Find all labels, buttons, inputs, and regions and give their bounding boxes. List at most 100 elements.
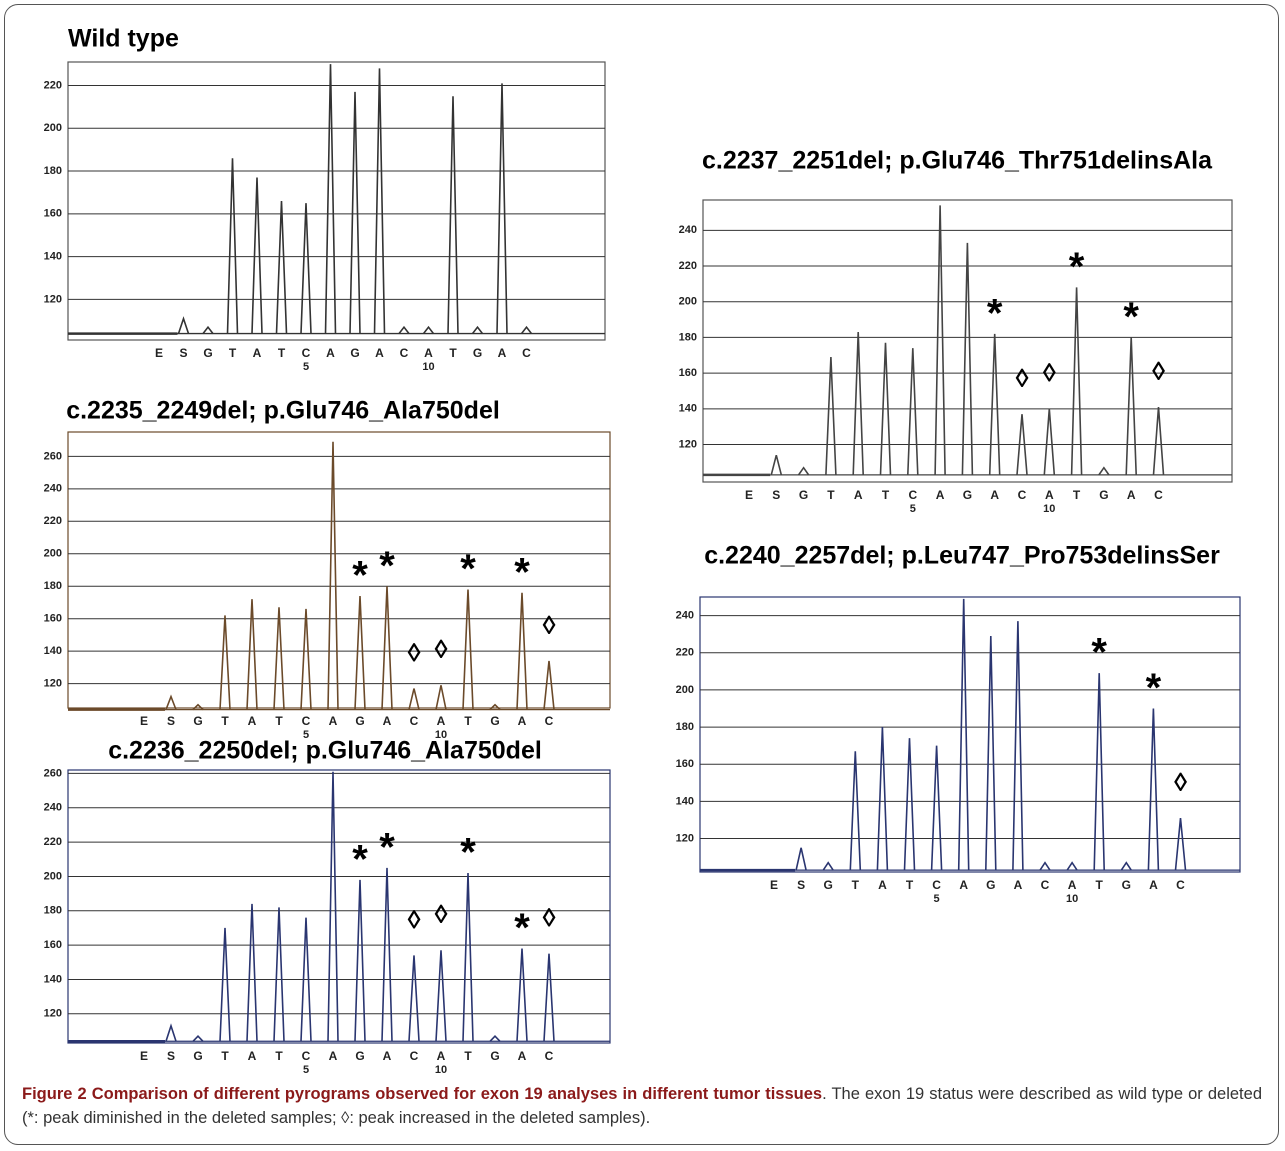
peak-mark: ◊	[408, 904, 421, 934]
peak	[961, 242, 974, 475]
peak	[381, 867, 393, 1042]
category-label: E	[140, 714, 148, 728]
peak	[795, 847, 807, 871]
category-label: A	[329, 1049, 338, 1063]
y-tick-label: 120	[679, 438, 697, 450]
category-label: A	[1014, 878, 1023, 892]
category-label: T	[906, 878, 914, 892]
category-label: C	[522, 346, 531, 360]
peak	[435, 685, 447, 710]
y-tick-label: 220	[676, 647, 694, 659]
peak	[988, 333, 1001, 475]
peak	[903, 738, 916, 871]
category-label: G	[1122, 878, 1131, 892]
peak-mark: ◊	[543, 610, 556, 640]
y-tick-label: 160	[679, 367, 697, 379]
peak	[192, 703, 204, 711]
y-tick-label: 160	[44, 208, 62, 220]
category-label: E	[155, 346, 163, 360]
category-label: S	[167, 1049, 175, 1063]
peak	[177, 316, 190, 334]
position-label: 5	[303, 361, 309, 373]
plot-frame	[699, 596, 1241, 873]
y-tick-label: 180	[679, 331, 697, 343]
category-label: S	[179, 346, 187, 360]
peak	[349, 91, 361, 334]
position-label: 10	[422, 361, 434, 373]
peak	[408, 955, 420, 1042]
y-tick-label: 140	[679, 403, 697, 415]
category-label: A	[383, 714, 392, 728]
peak	[435, 950, 447, 1042]
peak-mark: *	[352, 554, 368, 598]
peak	[246, 903, 258, 1042]
category-label: G	[473, 346, 482, 360]
peak	[462, 589, 474, 710]
category-label: A	[437, 1049, 446, 1063]
caption-label: Figure 2 Comparison of different pyrogra…	[22, 1085, 823, 1103]
peak	[1070, 287, 1083, 475]
y-tick-label: 140	[44, 251, 62, 263]
caption-text: . The exon 19 status were described as w…	[22, 1085, 1262, 1127]
plot-frame	[67, 431, 611, 709]
peak	[1147, 708, 1160, 871]
peak	[876, 727, 889, 871]
peak	[219, 615, 231, 710]
peak	[1152, 406, 1165, 475]
category-label: A	[326, 346, 335, 360]
y-tick-label: 240	[44, 802, 62, 814]
category-label: T	[449, 346, 457, 360]
peak-mark: ◊	[1043, 358, 1056, 388]
peak	[496, 83, 508, 334]
category-label: A	[518, 1049, 527, 1063]
category-label: A	[424, 346, 433, 360]
category-label: G	[490, 714, 499, 728]
category-label: G	[963, 488, 972, 502]
peak	[825, 357, 837, 475]
peak-mark: ◊	[543, 903, 556, 933]
peak	[324, 64, 337, 334]
y-tick-label: 220	[679, 260, 697, 272]
category-label: G	[350, 346, 359, 360]
position-label: 5	[910, 503, 916, 515]
category-label: E	[140, 1049, 148, 1063]
peak	[408, 688, 420, 710]
category-label: C	[400, 346, 409, 360]
peak	[1125, 337, 1137, 475]
category-label: T	[229, 346, 237, 360]
category-label: A	[383, 1049, 392, 1063]
peak	[273, 907, 285, 1042]
peak	[516, 592, 528, 710]
y-tick-label: 140	[676, 795, 694, 807]
peak	[246, 599, 258, 710]
category-label: C	[545, 1049, 554, 1063]
peak	[381, 586, 393, 710]
category-label: A	[498, 346, 507, 360]
category-label: G	[986, 878, 995, 892]
peak-mark: ◊	[435, 634, 448, 664]
category-label: G	[490, 1049, 499, 1063]
peak-mark: ◊	[1016, 363, 1029, 393]
peak	[275, 200, 288, 334]
peak	[251, 177, 263, 334]
category-label: S	[772, 488, 780, 502]
chart-title: c.2236_2250del; p.Glu746_Ala750del	[108, 737, 542, 765]
peak	[354, 879, 366, 1042]
peak	[327, 771, 339, 1042]
y-tick-label: 220	[44, 79, 62, 91]
category-label: A	[959, 878, 968, 892]
peak	[398, 325, 410, 335]
peak	[219, 927, 231, 1042]
y-tick-label: 260	[44, 450, 62, 462]
peak	[1016, 414, 1028, 475]
position-label: 10	[435, 729, 447, 741]
peak	[822, 861, 834, 871]
chart-title: c.2237_2251del; p.Glu746_Thr751delinsAla	[702, 147, 1213, 175]
peak	[1093, 673, 1105, 871]
y-tick-label: 200	[44, 548, 62, 560]
category-label: A	[248, 714, 257, 728]
peak	[1012, 621, 1024, 871]
y-tick-label: 180	[44, 580, 62, 592]
